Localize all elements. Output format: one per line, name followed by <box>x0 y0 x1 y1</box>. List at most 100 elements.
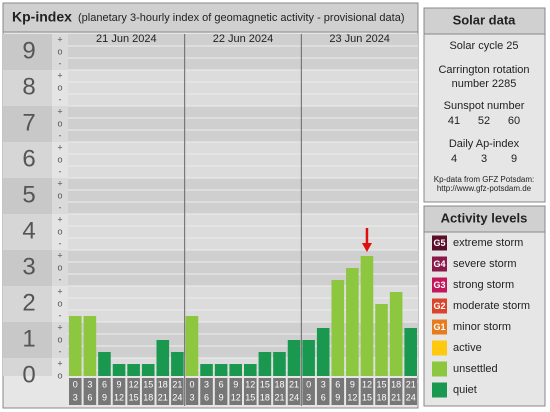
hour-box <box>346 378 359 405</box>
legend-badge: G1 <box>433 322 445 332</box>
minor-label: o <box>57 82 62 92</box>
x-tick-label: 21 <box>406 379 416 389</box>
title-bar <box>2 2 419 33</box>
x-tick-label: 15 <box>260 379 270 389</box>
grid-band <box>68 34 418 70</box>
hour-box <box>83 378 97 405</box>
minor-band <box>52 322 68 358</box>
minor-band <box>52 178 68 214</box>
legend-badge: G2 <box>433 301 445 311</box>
hour-box <box>69 378 82 405</box>
minor-label: - <box>59 130 62 140</box>
minor-band <box>52 34 68 70</box>
x-tick-label: 9 <box>117 379 122 389</box>
x-tick-label: 12 <box>231 392 241 402</box>
source: Kp-data from GFZ Potsdam: <box>434 175 534 184</box>
label-band <box>3 70 52 106</box>
legend-swatch <box>432 256 447 272</box>
hour-box <box>404 378 417 405</box>
x-tick-label: 0 <box>189 379 194 389</box>
y-tick-label: 1 <box>22 325 35 352</box>
ap-value: 4 <box>451 153 457 165</box>
grid-band <box>68 322 418 358</box>
minor-label: + <box>57 34 62 44</box>
hour-box <box>287 378 301 405</box>
bar <box>171 351 184 376</box>
bar <box>360 256 374 376</box>
x-tick-label: 21 <box>158 392 168 402</box>
hour-box <box>171 378 184 405</box>
x-tick-label: 12 <box>129 379 139 389</box>
bar <box>141 364 155 376</box>
bar <box>69 315 82 376</box>
minor-label: - <box>59 346 62 356</box>
hour-box <box>156 378 170 405</box>
x-tick-label: 18 <box>377 392 387 402</box>
minor-label: o <box>57 262 62 272</box>
chart-subtitle: (planetary 3-hourly index of geomagnetic… <box>78 12 405 24</box>
hour-box <box>214 378 228 405</box>
minor-band <box>52 250 68 286</box>
minor-label: + <box>57 250 62 260</box>
hour-box <box>200 378 213 405</box>
x-tick-label: 15 <box>143 379 153 389</box>
legend-swatch <box>432 382 447 398</box>
x-tick-label: 12 <box>362 379 372 389</box>
minor-label: o <box>57 370 62 380</box>
grid-band <box>68 250 418 286</box>
bar <box>331 279 345 376</box>
legend-swatch <box>432 361 447 377</box>
x-tick-label: 18 <box>158 379 168 389</box>
x-tick-label: 12 <box>347 392 357 402</box>
hour-box <box>141 378 155 405</box>
minor-band <box>52 142 68 178</box>
x-tick-label: 15 <box>245 392 255 402</box>
minor-label: + <box>57 214 62 224</box>
minor-label: + <box>57 106 62 116</box>
bar <box>214 364 228 376</box>
label-band <box>3 322 52 358</box>
label-band <box>3 250 52 286</box>
bar <box>404 328 417 376</box>
y-tick-label: 6 <box>22 145 35 172</box>
hour-box <box>258 378 272 405</box>
legend-label: minor storm <box>453 321 511 333</box>
grid-band <box>68 286 418 322</box>
hour-box <box>229 378 242 405</box>
x-tick-label: 9 <box>102 392 107 402</box>
minor-label: - <box>59 274 62 284</box>
chart-title: Kp-index <box>12 9 72 25</box>
bar <box>375 304 388 376</box>
legend-swatch <box>432 277 447 293</box>
minor-label: o <box>57 154 62 164</box>
x-tick-label: 9 <box>335 392 340 402</box>
legend-label: quiet <box>453 384 477 396</box>
legend-swatch <box>432 298 447 314</box>
solar-title-bar <box>423 7 546 35</box>
x-tick-label: 21 <box>391 392 401 402</box>
bar <box>389 292 403 376</box>
hour-box <box>389 378 403 405</box>
x-tick-label: 15 <box>129 392 139 402</box>
rotation: number 2285 <box>452 78 517 90</box>
day-label: 21 Jun 2024 <box>96 33 157 45</box>
hour-box <box>127 378 140 405</box>
plot: 0 o +1 - o +2 - o +3 - o +4 - o +5 - o +6 - o +7 - o +8 - o +9 - o + 2… <box>3 33 418 406</box>
x-tick-label: 6 <box>219 379 224 389</box>
minor-band <box>52 286 68 322</box>
hour-box <box>360 378 374 405</box>
bar <box>127 364 140 376</box>
x-tick-label: 3 <box>204 379 209 389</box>
x-tick-label: 12 <box>114 392 124 402</box>
x-tick-label: 0 <box>73 379 78 389</box>
bar <box>244 364 257 376</box>
y-tick-label: 4 <box>22 217 35 244</box>
minor-band <box>52 70 68 106</box>
bar <box>316 328 330 376</box>
x-tick-label: 18 <box>274 379 284 389</box>
legend-swatch <box>432 235 447 251</box>
y-tick-label: 2 <box>22 289 35 316</box>
x-tick-label: 24 <box>289 392 299 402</box>
day-label: 23 Jun 2024 <box>329 33 390 45</box>
bar <box>185 315 199 376</box>
